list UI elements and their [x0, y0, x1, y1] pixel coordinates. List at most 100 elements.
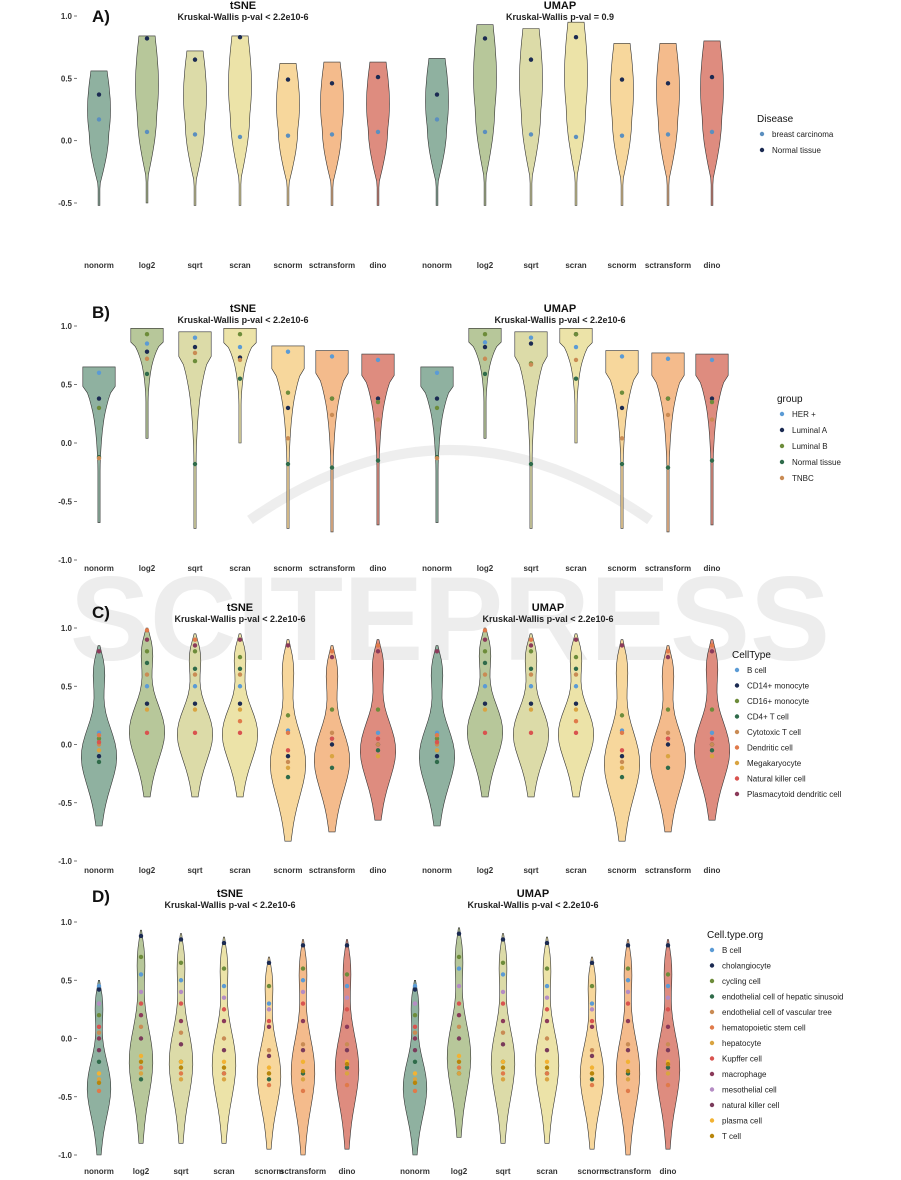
data-point — [344, 972, 350, 977]
panel-label: D) — [92, 887, 110, 906]
data-point — [192, 649, 198, 654]
legend-item-label: Megakaryocyte — [747, 759, 802, 768]
legend-title: group — [777, 394, 803, 405]
x-tick-label: sqrt — [173, 1167, 188, 1176]
violin-umap-dino — [693, 639, 731, 821]
data-point — [375, 730, 381, 736]
x-tick-label: dino — [370, 261, 387, 270]
data-point — [482, 649, 488, 654]
data-point — [500, 1001, 506, 1006]
data-point — [434, 753, 440, 759]
data-point — [434, 748, 440, 753]
data-point — [285, 759, 291, 765]
data-point — [144, 701, 150, 706]
violin-umap-sqrt — [519, 28, 543, 206]
umap-title: UMAP — [544, 303, 576, 315]
legend-swatch — [709, 1056, 715, 1061]
data-point — [528, 672, 534, 677]
legend-swatch — [734, 667, 740, 673]
data-point — [412, 1013, 418, 1018]
data-point — [709, 649, 715, 654]
data-point — [544, 966, 550, 971]
data-point — [665, 736, 671, 741]
data-point — [544, 983, 550, 989]
data-point — [375, 742, 381, 747]
data-point — [266, 1071, 272, 1076]
data-point — [192, 637, 198, 642]
data-point — [300, 1068, 306, 1074]
data-point — [665, 1065, 671, 1070]
x-tick-label: nonorm — [84, 261, 114, 270]
data-point — [412, 1001, 418, 1006]
violin-umap-scran — [564, 21, 588, 206]
data-point — [96, 649, 102, 654]
violin-umap-log2 — [466, 627, 504, 798]
data-point — [619, 753, 625, 759]
data-point — [192, 666, 198, 671]
data-point — [482, 672, 488, 677]
data-point — [96, 1001, 102, 1006]
data-point — [665, 1042, 671, 1047]
data-point — [375, 753, 381, 759]
data-point — [619, 436, 625, 441]
y-tick-label: 0.0 — [61, 741, 73, 750]
tsne-title: tSNE — [230, 303, 256, 315]
data-point — [344, 1065, 350, 1070]
data-point — [237, 684, 243, 689]
x-tick-label: scran — [536, 1167, 557, 1176]
data-point — [138, 954, 144, 960]
data-point — [665, 983, 671, 989]
legend-title: Cell.type.org — [707, 930, 763, 941]
data-point — [528, 707, 534, 712]
y-tick-label: -1.0 — [58, 857, 72, 866]
data-point — [500, 937, 506, 942]
data-point — [329, 707, 335, 712]
data-point — [573, 672, 579, 677]
violin-umap-scran — [557, 633, 595, 798]
legend-swatch — [709, 978, 715, 984]
data-point — [665, 972, 671, 977]
data-point — [665, 396, 671, 401]
data-point — [709, 742, 715, 747]
data-point — [285, 643, 291, 648]
data-point — [375, 707, 381, 712]
data-point — [178, 960, 184, 965]
x-tick-label: dino — [704, 261, 721, 270]
data-point — [221, 1018, 227, 1024]
data-point — [300, 989, 306, 995]
legend-item-label: Natural killer cell — [747, 775, 806, 784]
data-point — [237, 344, 243, 350]
data-point — [544, 1047, 550, 1053]
data-point — [138, 1065, 144, 1070]
data-point — [237, 654, 243, 660]
legend-item-label: cycling cell — [722, 977, 761, 986]
x-tick-label: sqrt — [523, 261, 538, 270]
legend-item-label: endothelial cell of vascular tree — [722, 1008, 832, 1017]
data-point — [96, 1071, 102, 1076]
x-tick-label: nonorm — [422, 564, 452, 573]
data-point — [528, 341, 534, 346]
data-point — [456, 1071, 462, 1076]
y-tick-label: -0.5 — [58, 199, 72, 208]
data-point — [300, 966, 306, 971]
data-point — [178, 1018, 184, 1024]
data-point — [96, 983, 102, 989]
legend-item-label: Normal tissue — [772, 146, 821, 155]
data-point — [528, 57, 534, 62]
data-point — [221, 966, 227, 971]
legend-swatch — [734, 776, 740, 781]
data-point — [178, 1065, 184, 1070]
legend-item-label: macrophage — [722, 1070, 767, 1079]
data-point — [665, 1024, 671, 1030]
data-point — [300, 1018, 306, 1024]
data-point — [619, 405, 625, 411]
data-point — [625, 1068, 631, 1074]
data-point — [192, 358, 198, 364]
y-tick-label: 1.0 — [61, 918, 73, 927]
data-point — [285, 405, 291, 411]
data-point — [237, 376, 243, 381]
data-point — [237, 719, 243, 724]
data-point — [329, 742, 335, 747]
data-point — [456, 1001, 462, 1006]
